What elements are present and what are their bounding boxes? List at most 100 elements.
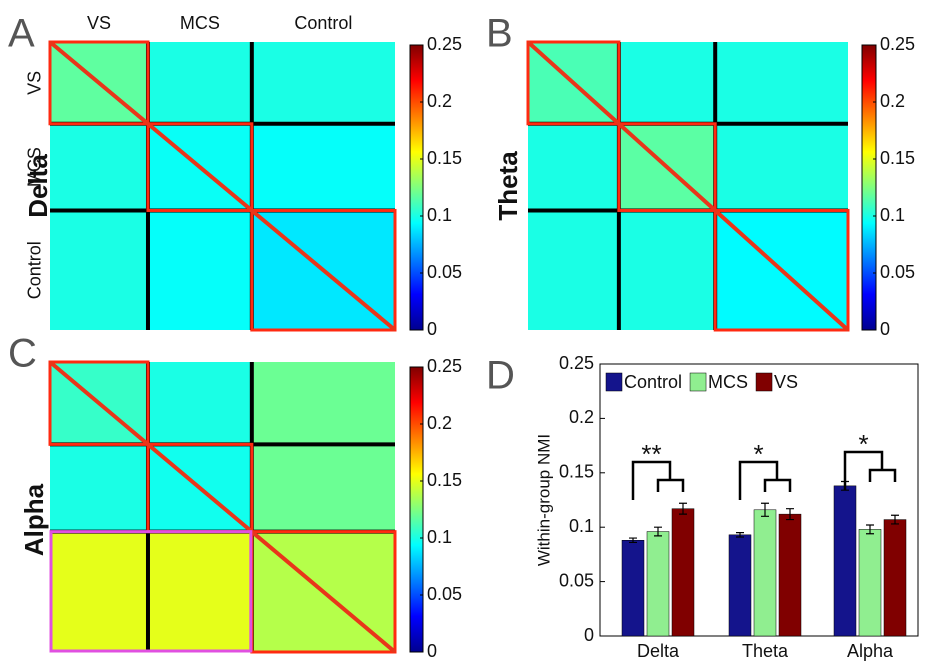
colorbar-tick-label: 0 [880,319,890,339]
heatmap-cell [251,123,395,211]
highlight-box [49,530,253,653]
colorbar-tick-label: 0.2 [427,413,452,433]
colorbar [861,44,877,331]
diagonal [526,40,850,332]
x-tick-label: Theta [742,641,789,661]
colorbar-tick-label: 0.15 [427,470,462,490]
bar [621,540,645,637]
heatmap-cell [147,531,252,652]
band-label: Delta [23,154,53,218]
heatmap-cell [251,444,395,532]
diagonal [48,40,397,332]
column-label: VS [87,13,111,33]
heatmap-cell [147,42,252,124]
bar [858,529,882,637]
colorbar [409,366,424,653]
heatmap-cell [528,210,619,330]
legend-label: MCS [708,372,748,392]
bar [646,531,670,637]
bar [728,534,752,637]
heatmap-cell [618,210,716,330]
significance-bracket [843,450,897,490]
bar [753,509,777,637]
heatmap-cell [50,444,148,532]
colorbar-tick-label: 0.2 [880,91,905,111]
legend-label: Control [624,372,682,392]
y-axis-title: Within-group NMI [534,434,553,566]
row-label: MCS [25,147,45,187]
bar [778,513,802,637]
y-tick-label: 0 [584,625,594,645]
heatmap-cell [251,362,395,445]
heatmap-cell [715,42,848,124]
significance-marker: ** [641,439,661,469]
group-box [526,40,621,126]
colorbar-tick-label: 0.1 [427,205,452,225]
error-bar [736,532,744,538]
colorbar-tick-label: 0.25 [880,34,915,54]
colorbar-tick-label: 0 [427,641,437,661]
heatmap-cell [528,123,619,211]
significance-bracket [631,460,685,500]
group-box [48,40,150,126]
colorbar-tick-label: 0 [427,319,437,339]
group-box [713,208,850,332]
error-bar [866,524,874,535]
y-tick-label: 0.05 [559,570,594,590]
colorbar-tick-label: 0.1 [880,205,905,225]
colorbar-tick-label: 0.05 [427,262,462,282]
colorbar-tick-label: 0.05 [427,584,462,604]
error-bar [786,508,794,521]
group-box [250,208,397,332]
heatmap-cell [147,210,252,330]
diagonal [48,360,397,654]
heatmap-cell [251,42,395,124]
panel-letter: A [8,12,35,56]
group-box [146,122,254,212]
bar [883,519,907,637]
column-label: MCS [180,13,220,33]
heatmap-cell [50,531,148,652]
legend-label: VS [774,372,798,392]
panel-letter: D [486,354,515,398]
y-tick-label: 0.25 [559,353,594,373]
band-label: Theta [493,151,523,221]
significance-marker: * [858,429,868,459]
colorbar-tick-label: 0.05 [880,262,915,282]
row-label: Control [25,241,45,299]
legend-swatch [755,372,773,392]
colorbar-tick-label: 0.15 [880,148,915,168]
y-tick-label: 0.1 [569,516,594,536]
error-bar [654,526,662,537]
heatmap-cell [50,210,148,330]
colorbar-tick-label: 0.1 [427,527,452,547]
x-tick-label: Delta [637,641,680,661]
heatmap-cell [147,362,252,445]
column-label: Control [294,13,352,33]
colorbar [409,44,424,331]
colorbar-tick-label: 0.25 [427,34,462,54]
legend-swatch [689,372,707,392]
panel-letter: C [8,332,37,376]
error-bar [629,537,637,544]
y-tick-label: 0.2 [569,407,594,427]
heatmap-cell [50,123,148,211]
colorbar-tick-label: 0.25 [427,356,462,376]
row-label: VS [25,71,45,95]
panel-letter: B [486,12,513,56]
bar [833,485,857,637]
group-box [617,122,717,212]
heatmap-cell [715,123,848,211]
heatmap-cell [618,42,716,124]
bar [671,508,695,637]
colorbar-tick-label: 0.2 [427,91,452,111]
colorbar-tick-label: 0.15 [427,148,462,168]
group-box [48,360,150,446]
legend-swatch [605,372,623,392]
significance-bracket [738,460,792,500]
band-label: Alpha [19,483,49,556]
y-tick-label: 0.15 [559,462,594,482]
error-bar [761,502,769,517]
significance-marker: * [753,439,763,469]
